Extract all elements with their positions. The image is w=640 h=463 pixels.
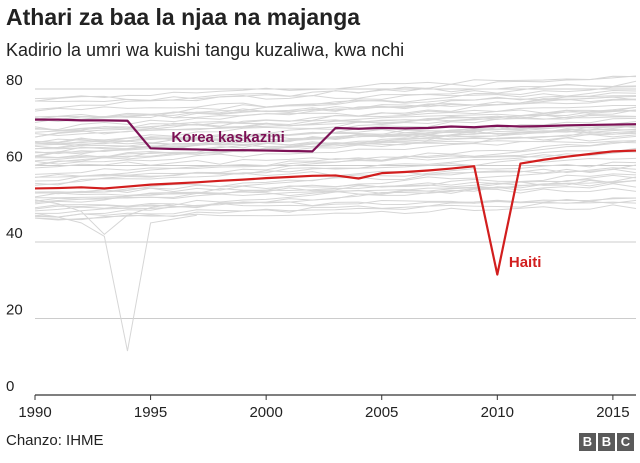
- background-series-line: [34, 125, 637, 159]
- logo-letter: B: [579, 433, 596, 451]
- background-series-line: [34, 80, 637, 121]
- grid-layer: [35, 88, 636, 319]
- x-tick-label: 2005: [365, 404, 398, 421]
- chart-title: Athari za baa la njaa na majanga: [6, 4, 361, 30]
- logo-letter: C: [617, 433, 634, 451]
- y-tick-label: 60: [6, 149, 23, 166]
- background-series-line: [34, 174, 637, 212]
- background-series-line: [34, 179, 637, 198]
- background-series-line: [34, 150, 637, 175]
- x-tick-label: 1990: [18, 404, 51, 421]
- background-series-line: [34, 141, 637, 178]
- x-tick-label: 1995: [134, 404, 167, 421]
- background-series-line: [34, 125, 637, 166]
- logo-letter: B: [598, 433, 615, 451]
- label-layer: Korea kaskazini Haiti: [171, 129, 541, 271]
- background-series-line: [34, 98, 637, 120]
- axis-layer: 0 20 40 60 80 1990 1995 2000 2005 2010 2015: [6, 72, 636, 421]
- background-series-line: [34, 147, 637, 186]
- background-series-line: [34, 150, 637, 169]
- y-tick-label: 80: [6, 72, 23, 89]
- background-series-line: [34, 199, 637, 209]
- series-label-korea-kaskazini: Korea kaskazini: [171, 129, 284, 146]
- background-series-line: [34, 133, 637, 162]
- background-series-line: [34, 130, 637, 149]
- y-tick-label: 0: [6, 378, 14, 395]
- background-series-line: [34, 199, 174, 236]
- series-label-haiti: Haiti: [509, 254, 542, 271]
- series-line-haiti: [34, 149, 637, 276]
- background-series-line: [34, 95, 637, 112]
- background-series-line: [34, 89, 637, 131]
- background-series-line: [34, 135, 637, 150]
- background-series-line: [34, 201, 637, 218]
- background-series-line: [34, 114, 637, 133]
- background-series-line: [34, 96, 637, 118]
- background-series-line: [34, 86, 637, 123]
- background-series-layer: [34, 75, 637, 352]
- background-series-line: [34, 183, 637, 202]
- background-series-line: [34, 214, 197, 352]
- background-series-line: [34, 75, 637, 100]
- chart-subtitle: Kadirio la umri wa kuishi tangu kuzaliwa…: [6, 40, 405, 60]
- x-tick-label: 2015: [596, 404, 629, 421]
- source-note: Chanzo: IHME: [6, 432, 104, 449]
- background-series-line: [34, 109, 637, 150]
- series-line-korea-kaskazini: [35, 118, 637, 153]
- background-series-line: [34, 204, 637, 221]
- background-series-line: [34, 161, 637, 194]
- y-tick-label: 40: [6, 225, 23, 242]
- y-tick-label: 20: [6, 302, 23, 319]
- x-tick-label: 2010: [481, 404, 514, 421]
- series-layer: [34, 118, 637, 276]
- bbc-logo: B B C: [579, 433, 634, 451]
- background-series-line: [34, 167, 637, 194]
- background-series-line: [34, 83, 637, 103]
- x-tick-label: 2000: [249, 404, 282, 421]
